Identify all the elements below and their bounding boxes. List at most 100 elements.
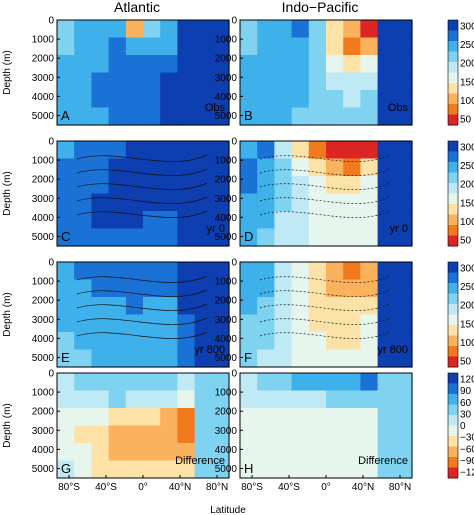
- colorbar-frame: [447, 372, 459, 479]
- heatmap-cell: [177, 425, 196, 444]
- heatmap-cell: [326, 314, 344, 333]
- heatmap-cell: [377, 314, 396, 333]
- heatmap-cell: [274, 297, 293, 316]
- heatmap-cell: [211, 460, 230, 479]
- heatmap-cell: [108, 349, 127, 368]
- heatmap-cell: [57, 314, 75, 333]
- heatmap-cell: [291, 332, 310, 351]
- heatmap-cell: [291, 390, 310, 409]
- x-tick-label: 40°S: [95, 482, 117, 493]
- colorbar-swatch: [448, 204, 458, 215]
- heatmap-cell: [108, 176, 127, 195]
- y-tick-label: 2000: [32, 175, 55, 186]
- heatmap-cell: [360, 176, 379, 195]
- y-tick-label: 2000: [32, 407, 55, 418]
- panel-A: 0 1000 2000 3000 4000 5000 Depth (m) A Obs: [2, 16, 230, 126]
- panel-letter: F: [244, 350, 252, 365]
- contour-lines: [259, 275, 391, 339]
- heatmap-cell: [394, 141, 413, 160]
- heatmap-cell: [360, 141, 379, 160]
- heatmap-cell: [211, 314, 230, 333]
- heatmap-cell: [240, 228, 258, 247]
- heatmap-cell: [377, 193, 396, 212]
- colorbar-swatch: [448, 314, 458, 326]
- heatmap-cell: [394, 443, 413, 462]
- y-tick-label: 3000: [32, 73, 55, 84]
- heatmap-cell: [91, 262, 110, 281]
- heatmap-cell: [74, 90, 92, 109]
- heatmap-cell: [326, 158, 344, 177]
- heatmap-cell: [160, 211, 178, 230]
- colorbar-swatch: [448, 83, 458, 94]
- colorbar: 300 250 200 150 100 50: [447, 140, 474, 247]
- heatmap-cells: [57, 262, 230, 368]
- heatmap-cell: [74, 425, 92, 444]
- heatmap-cell: [143, 349, 161, 368]
- heatmap-cell: [108, 443, 127, 462]
- contour-line: [259, 168, 391, 176]
- y-tick-label: 5000: [32, 353, 55, 364]
- heatmap-cell: [377, 390, 396, 409]
- heatmap-cell: [360, 443, 379, 462]
- heatmap-cell: [257, 390, 275, 409]
- y-tick-label: 0: [231, 16, 237, 27]
- heatmap-cell: [143, 297, 161, 316]
- heatmap-cell: [360, 425, 379, 444]
- heatmap-cell: [343, 390, 361, 409]
- colorbar-swatch: [448, 214, 458, 226]
- panel-frame: [56, 19, 230, 126]
- heatmap-cell: [74, 141, 92, 160]
- heatmap-cell: [240, 349, 258, 368]
- heatmap-cell: [74, 408, 92, 427]
- y-axis-label: Depth (m): [2, 50, 13, 94]
- heatmap-cell: [291, 37, 310, 56]
- heatmap-cell: [291, 314, 310, 333]
- heatmap-cell: [291, 158, 310, 177]
- heatmap-cell: [160, 373, 178, 392]
- contour-line: [76, 275, 208, 283]
- heatmap-cell: [360, 390, 379, 409]
- heatmap-cell: [74, 228, 92, 247]
- heatmap-cell: [240, 314, 258, 333]
- y-axis-label: Depth (m): [2, 403, 13, 447]
- heatmap-cell: [377, 211, 396, 230]
- panel-frame: [56, 261, 230, 368]
- heatmap-cell: [394, 20, 413, 39]
- heatmap-cell: [343, 373, 361, 392]
- heatmap-cell: [274, 20, 293, 39]
- heatmap-cell: [240, 425, 258, 444]
- heatmap-cell: [125, 193, 144, 212]
- heatmap-cell: [74, 373, 92, 392]
- heatmap-cell: [125, 176, 144, 195]
- heatmap-cell: [57, 55, 75, 74]
- heatmap-cell: [394, 262, 413, 281]
- heatmap-cell: [211, 262, 230, 281]
- heatmap-cell: [326, 332, 344, 351]
- heatmap-cell: [160, 443, 178, 462]
- colorbar-swatch: [448, 457, 458, 468]
- colorbar-tick-label: 100: [460, 338, 474, 349]
- heatmap-cell: [240, 373, 258, 392]
- colorbar-tick-label: 250: [460, 40, 474, 51]
- heatmap-cell: [125, 279, 144, 298]
- heatmap-cell: [194, 349, 213, 368]
- y-ticks: 0 1000 2000 3000 4000 5000: [32, 137, 60, 243]
- heatmap-cell: [91, 228, 110, 247]
- colorbar-swatch: [448, 93, 458, 105]
- heatmap-cell: [360, 460, 379, 479]
- heatmap-cell: [343, 107, 361, 126]
- heatmap-cell: [360, 37, 379, 56]
- heatmap-cell: [74, 443, 92, 462]
- heatmap-cell: [74, 262, 92, 281]
- heatmap-cell: [194, 141, 213, 160]
- heatmap-cell: [177, 20, 196, 39]
- heatmap-cell: [394, 72, 413, 91]
- heatmap-cell: [308, 141, 327, 160]
- heatmap-cell: [125, 211, 144, 230]
- y-tick-label: 0: [48, 16, 54, 27]
- y-ticks: 0 1000 2000 3000 4000 5000: [215, 16, 243, 122]
- contour-line: [259, 210, 391, 218]
- heatmap-cell: [377, 141, 396, 160]
